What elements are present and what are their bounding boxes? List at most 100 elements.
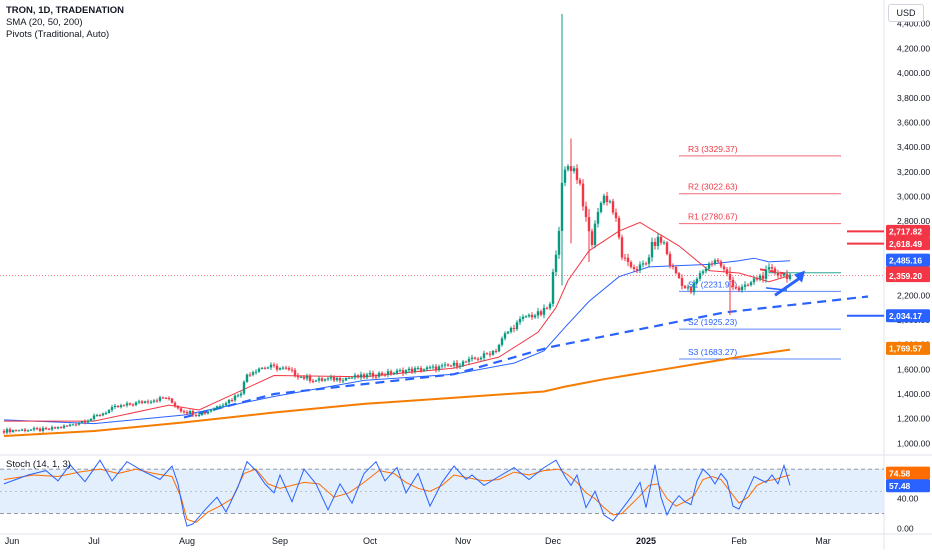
candle-down [14, 430, 18, 432]
candle-down [611, 201, 615, 213]
candle-down [449, 365, 453, 367]
candle-up [71, 424, 75, 426]
stoch-badge: 57.48 [889, 481, 911, 491]
candle-up [347, 377, 351, 379]
candle-up [509, 327, 513, 332]
candle-down [122, 405, 126, 407]
candle-up [752, 278, 756, 283]
candle-up [368, 372, 372, 375]
candle-down [23, 429, 27, 431]
candle-up [767, 267, 771, 270]
price-tick-label: 2,800.00 [897, 216, 930, 226]
candle-down [128, 403, 132, 405]
candle-up [266, 367, 270, 369]
candle-down [761, 275, 765, 279]
candle-down [620, 237, 624, 258]
candle-up [365, 374, 369, 378]
candle-down [230, 400, 234, 402]
candle-down [131, 404, 135, 406]
candle-up [206, 411, 210, 414]
candle-up [278, 368, 282, 370]
candle-up [251, 372, 255, 375]
candle-down [44, 428, 48, 430]
candle-up [92, 415, 96, 419]
currency-selector[interactable]: USD [888, 4, 924, 22]
candle-down [590, 231, 594, 246]
candle-up [341, 380, 345, 382]
stoch-tick-label: 0.00 [897, 523, 914, 533]
candle-up [431, 366, 435, 368]
candle-up [701, 271, 705, 274]
candle-up [245, 374, 249, 382]
candle-up [218, 406, 222, 408]
candle-down [161, 397, 165, 399]
price-badge: 2,034.17 [889, 311, 922, 321]
candle-down [296, 375, 300, 378]
time-axis-label: Mar [815, 536, 831, 546]
candle-down [176, 406, 180, 409]
price-badge: 2,485.16 [889, 255, 922, 265]
candle-down [53, 427, 57, 429]
candle-up [497, 344, 501, 352]
candle-down [635, 268, 639, 271]
candle-up [41, 428, 45, 431]
candle-down [170, 398, 174, 403]
candle-down [623, 257, 627, 259]
candle-up [5, 429, 9, 433]
candle-up [197, 414, 201, 416]
candle-up [428, 367, 432, 369]
candle-up [344, 377, 348, 381]
candles [2, 13, 792, 435]
candle-up [491, 350, 495, 355]
candle-down [410, 368, 414, 372]
candle-down [194, 414, 198, 416]
candle-up [695, 278, 699, 283]
candle-up [317, 378, 321, 381]
price-tick-label: 3,200.00 [897, 167, 930, 177]
price-tick-label: 4,200.00 [897, 43, 930, 53]
candle-up [572, 168, 576, 172]
candle-up [215, 406, 219, 409]
candle-down [494, 350, 498, 352]
candle-up [404, 370, 408, 374]
candle-down [287, 367, 291, 370]
price-tick-label: 1,200.00 [897, 414, 930, 424]
candle-up [221, 405, 225, 407]
candle-up [137, 401, 141, 403]
candle-up [458, 365, 462, 367]
candle-up [299, 376, 303, 378]
candle-up [20, 429, 24, 431]
candle-up [788, 274, 792, 279]
candle-down [74, 424, 78, 426]
candle-down [785, 274, 789, 279]
candle-down [8, 429, 12, 433]
candle-up [329, 377, 333, 379]
candle-down [2, 431, 6, 433]
candle-down [320, 378, 324, 381]
candle-up [749, 282, 753, 286]
candle-down [530, 314, 534, 318]
candle-down [584, 206, 588, 218]
candle-up [764, 269, 768, 279]
price-tick-label: 2,200.00 [897, 290, 930, 300]
candle-up [326, 378, 330, 380]
candle-down [248, 374, 252, 376]
candle-down [173, 402, 177, 407]
candle-down [59, 427, 63, 429]
candle-down [737, 287, 741, 291]
stoch-badge-bg [886, 479, 930, 493]
candle-down [38, 428, 42, 431]
candle-down [374, 376, 378, 378]
candle-up [152, 400, 156, 402]
candle-up [482, 353, 486, 358]
time-axis-label: 2025 [636, 536, 656, 546]
candle-up [536, 311, 540, 316]
candle-down [371, 372, 375, 377]
candle-down [734, 286, 738, 288]
candle-down [578, 179, 582, 184]
candle-up [26, 430, 30, 432]
candle-up [143, 401, 147, 403]
candle-up [506, 331, 510, 334]
